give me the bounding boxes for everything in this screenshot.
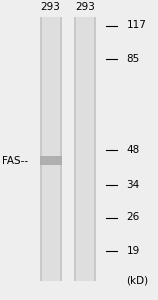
Text: 85: 85 <box>126 53 140 64</box>
Bar <box>60 16 62 280</box>
Text: 19: 19 <box>126 245 140 256</box>
Text: 293: 293 <box>75 2 95 13</box>
Text: (kD): (kD) <box>126 275 149 286</box>
Bar <box>74 16 96 280</box>
Text: FAS--: FAS-- <box>2 155 28 166</box>
Bar <box>40 16 62 280</box>
Bar <box>94 16 96 280</box>
Text: 48: 48 <box>126 145 140 155</box>
Bar <box>40 156 62 165</box>
Text: 117: 117 <box>126 20 146 31</box>
Text: 34: 34 <box>126 179 140 190</box>
Bar <box>40 16 42 280</box>
Text: 26: 26 <box>126 212 140 223</box>
Bar <box>74 16 76 280</box>
Text: 293: 293 <box>41 2 61 13</box>
